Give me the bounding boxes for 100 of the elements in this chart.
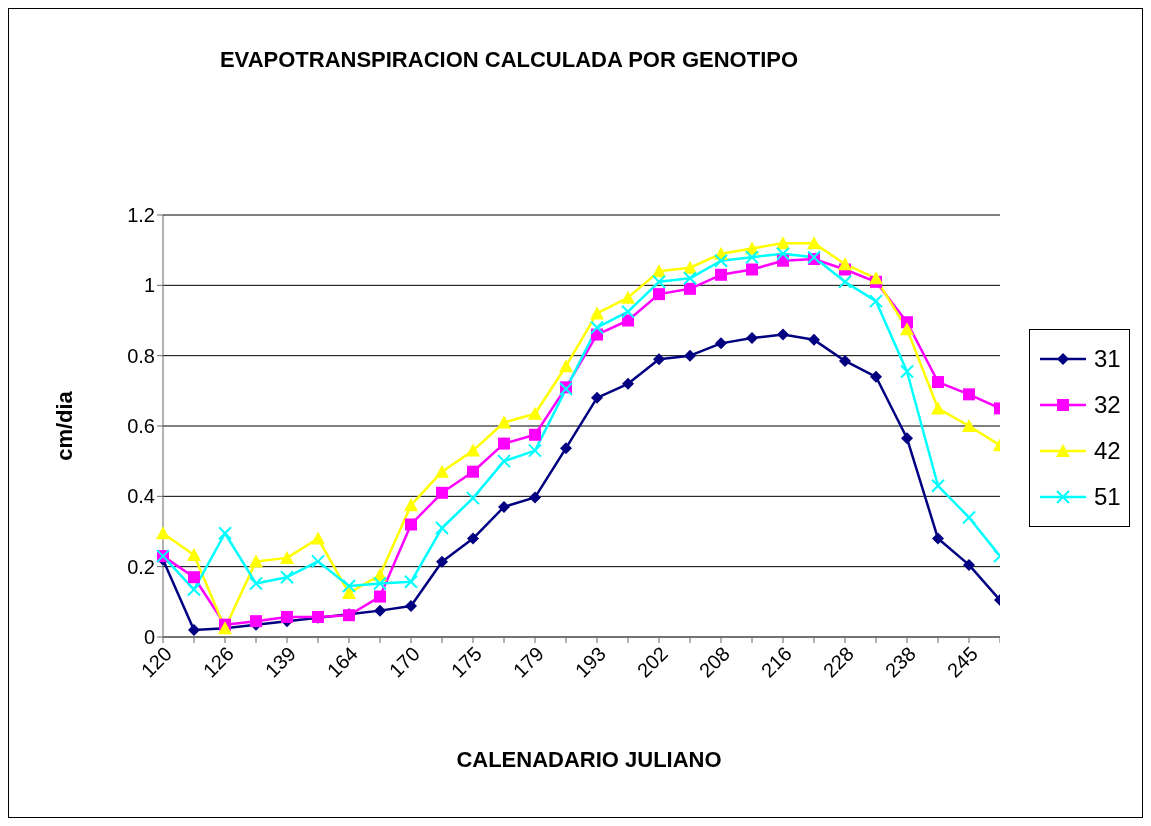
x-tick-label: 179 — [508, 642, 548, 682]
legend-label: 31 — [1094, 345, 1121, 373]
point — [281, 610, 293, 623]
point — [807, 236, 821, 250]
y-tick-label: 1 — [143, 274, 155, 297]
point — [249, 554, 263, 568]
point — [342, 586, 356, 600]
point — [839, 354, 851, 367]
point — [436, 486, 448, 499]
point — [900, 364, 914, 379]
x-axis-title: CALENADARIO JULIANO — [455, 747, 723, 773]
point — [652, 274, 666, 289]
point — [590, 320, 604, 335]
point — [374, 590, 386, 603]
point — [621, 290, 635, 304]
point — [932, 376, 944, 389]
point — [218, 526, 232, 541]
point — [745, 250, 759, 265]
point — [932, 532, 944, 545]
point — [559, 359, 573, 373]
point — [591, 391, 603, 404]
point — [653, 353, 665, 366]
point — [374, 604, 386, 617]
point — [560, 442, 572, 455]
point — [529, 428, 541, 441]
point — [498, 437, 510, 450]
point — [466, 491, 480, 506]
point — [467, 532, 479, 545]
x-tick-label: 238 — [880, 642, 920, 682]
y-tick-label: 0.8 — [127, 344, 155, 367]
point — [280, 550, 294, 564]
point — [156, 526, 170, 540]
point — [311, 554, 325, 569]
point — [404, 574, 418, 589]
point — [808, 333, 820, 346]
x-tick-label: 208 — [694, 642, 734, 682]
point — [373, 576, 387, 591]
legend-label: 51 — [1094, 483, 1121, 511]
point — [838, 274, 852, 289]
y-axis-title: cm/dia — [51, 390, 77, 461]
point — [435, 520, 449, 535]
point — [715, 337, 727, 350]
point — [622, 377, 634, 390]
point — [528, 443, 542, 458]
point — [869, 271, 883, 285]
point — [467, 465, 479, 478]
x-tick-label: 164 — [322, 642, 362, 682]
point — [838, 257, 852, 271]
point — [187, 548, 201, 562]
x-tick-label: 216 — [756, 642, 796, 682]
point — [776, 246, 790, 261]
point — [436, 555, 448, 568]
point — [342, 579, 356, 594]
point — [900, 322, 914, 336]
point — [653, 288, 665, 301]
point — [746, 263, 758, 276]
point — [715, 268, 727, 281]
y-tick-label: 0.2 — [127, 555, 155, 578]
point — [188, 571, 200, 584]
point — [746, 332, 758, 345]
point — [683, 271, 697, 286]
point — [187, 582, 201, 597]
x-tick-label: 245 — [942, 642, 982, 682]
point — [280, 570, 294, 585]
point — [931, 401, 945, 415]
point — [901, 432, 913, 445]
point — [466, 443, 480, 457]
y-tick-label: 1.2 — [127, 204, 155, 227]
point — [684, 349, 696, 362]
point — [963, 558, 975, 571]
chart-title: EVAPOTRANSPIRACION CALCULADA POR GENOTIPO — [218, 47, 800, 73]
point — [869, 294, 883, 309]
point — [405, 518, 417, 531]
x-tick-label: 170 — [384, 642, 424, 682]
point — [962, 510, 976, 525]
point — [498, 500, 510, 513]
x-tick-label: 228 — [818, 642, 858, 682]
x-tick-label: 202 — [632, 642, 672, 682]
point — [311, 531, 325, 545]
y-tick-label: 0.6 — [127, 415, 155, 438]
x-tick-label: 175 — [446, 642, 486, 682]
point — [405, 600, 417, 613]
point — [528, 406, 542, 420]
y-tick-label: 0 — [143, 626, 155, 649]
x-tick-label: 126 — [198, 642, 238, 682]
point — [777, 328, 789, 341]
point — [621, 304, 635, 319]
point — [435, 464, 449, 478]
point — [962, 419, 976, 432]
point — [931, 478, 945, 493]
point — [870, 370, 882, 383]
x-tick-label: 139 — [260, 642, 300, 682]
legend-label: 42 — [1094, 437, 1121, 465]
legend-label: 32 — [1094, 391, 1121, 419]
point — [684, 282, 696, 295]
point — [529, 491, 541, 504]
point — [188, 623, 200, 636]
point — [249, 576, 263, 591]
point — [404, 498, 418, 512]
y-tick-label: 0.4 — [127, 485, 155, 508]
